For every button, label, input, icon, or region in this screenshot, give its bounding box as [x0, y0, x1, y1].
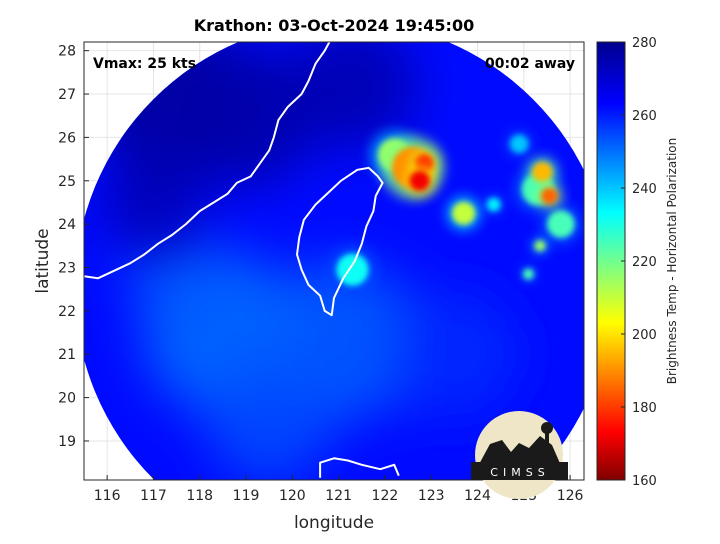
y-tick-label: 20 [58, 391, 76, 407]
x-tick-label: 119 [233, 488, 260, 504]
coastline-luzon [319, 457, 400, 478]
y-tick-label: 22 [58, 304, 76, 320]
logo-text: CIMSS [490, 466, 549, 479]
x-tick-label: 116 [94, 488, 121, 504]
x-tick-label: 122 [372, 488, 399, 504]
cold-feature [534, 240, 546, 252]
x-tick-label: 118 [186, 488, 213, 504]
y-tick-label: 21 [58, 347, 76, 363]
coastline-taiwan [296, 166, 384, 317]
x-tick-label: 117 [140, 488, 167, 504]
colorbar-label: Brightness Temp - Horizontal Polarizatio… [665, 138, 679, 385]
x-ticks: 116117118119120121122123124125126 [94, 475, 584, 504]
warm-region [287, 42, 418, 151]
y-tick-label: 23 [58, 261, 76, 277]
x-axis-label: longitude [294, 513, 374, 533]
y-tick-label: 28 [58, 44, 76, 60]
colorbar-tick-label: 180 [632, 401, 657, 416]
warm-region [174, 44, 318, 188]
coastline-china [84, 42, 331, 280]
chart-title: Krathon: 03-Oct-2024 19:45:00 [194, 16, 474, 35]
colorbar-ticks: 160 180 200 220 240 260 280 [621, 36, 657, 489]
y-ticks: 19 20 21 22 23 24 25 26 27 28 [58, 44, 89, 450]
vmax-annotation: Vmax: 25 kts [93, 56, 196, 72]
cool-regions [127, 227, 520, 480]
y-tick-label: 19 [58, 434, 76, 450]
colorbar-tick-label: 220 [632, 255, 657, 270]
cold-feature [546, 210, 575, 239]
cold-feature [532, 161, 553, 183]
y-tick-label: 25 [58, 174, 76, 190]
colorbar-tick-label: 160 [632, 474, 657, 489]
x-tick-label: 126 [557, 488, 584, 504]
coastlines [84, 42, 400, 478]
y-tick-label: 24 [58, 217, 76, 233]
cold-features [328, 130, 582, 294]
colorbar-tick-label: 280 [632, 36, 657, 51]
colorbar-tick-label: 260 [632, 109, 657, 124]
cool-region [204, 354, 334, 480]
cold-feature [486, 197, 501, 212]
data-layer [84, 42, 584, 480]
cimss-logo: CIMSS [471, 411, 568, 499]
y-tick-label: 26 [58, 130, 76, 146]
x-tick-label: 123 [418, 488, 445, 504]
cold-feature [409, 170, 430, 191]
plot-frame [83, 41, 585, 481]
time-away-annotation: 00:02 away [485, 56, 575, 72]
cold-feature [540, 187, 558, 205]
cold-feature [522, 268, 534, 280]
colorbar-tick-label: 240 [632, 182, 657, 197]
y-tick-label: 27 [58, 87, 76, 103]
colorbar-tick-label: 200 [632, 328, 657, 343]
cold-feature [452, 201, 476, 225]
x-tick-label: 124 [464, 488, 491, 504]
y-axis-label: latitude [33, 228, 53, 293]
colorbar [596, 41, 626, 481]
x-tick-label: 121 [325, 488, 352, 504]
warm-region [101, 150, 206, 255]
cool-region [389, 289, 520, 420]
cold-feature [509, 134, 529, 154]
x-tick-label: 120 [279, 488, 306, 504]
warm-regions [92, 42, 418, 255]
